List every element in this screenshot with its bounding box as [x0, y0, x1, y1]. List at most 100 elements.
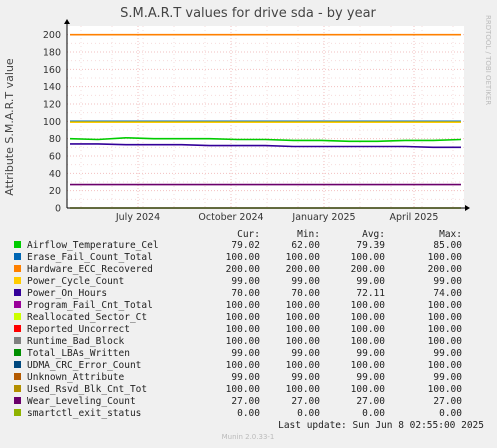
legend-value-max: 100.00 [428, 312, 463, 323]
y-tick-label: 100 [43, 117, 61, 128]
legend-value-cur: 100.00 [226, 336, 261, 347]
legend-series-name: Erase_Fail_Count_Total [27, 252, 153, 263]
legend-value-max: 99.00 [433, 372, 462, 383]
legend-series-name: Hardware_ECC_Recovered [27, 264, 153, 275]
legend-value-avg: 99.00 [356, 276, 385, 287]
legend-value-max: 100.00 [428, 384, 463, 395]
legend-swatch [14, 241, 21, 248]
legend-value-avg: 200.00 [351, 264, 386, 275]
legend-value-cur: 99.00 [231, 348, 260, 359]
legend-swatch [14, 361, 21, 368]
y-tick-label: 200 [43, 30, 61, 41]
legend-value-max: 27.00 [433, 396, 462, 407]
legend-value-max: 100.00 [428, 360, 463, 371]
legend-value-avg: 0.00 [362, 408, 385, 419]
series-lines [69, 33, 462, 209]
legend-series-name: smartctl_exit_status [27, 408, 141, 419]
legend-value-avg: 99.00 [356, 348, 385, 359]
legend-value-avg: 72.11 [356, 288, 385, 299]
legend-value-min: 27.00 [291, 396, 320, 407]
legend-swatch [14, 313, 21, 320]
series-line-airflow-temperature-cel [69, 136, 462, 143]
legend-swatch [14, 325, 21, 332]
legend-header-max: Max: [439, 229, 462, 240]
legend-value-cur: 0.00 [237, 408, 260, 419]
y-tick-label: 60 [49, 152, 61, 163]
legend-value-min: 100.00 [286, 252, 321, 263]
x-axis-ticks: July 2024 October 2024 January 2025 April 2… [115, 212, 439, 223]
legend-series-name: Used_Rsvd_Blk_Cnt_Tot [27, 384, 147, 395]
legend-value-cur: 99.00 [231, 372, 260, 383]
legend-value-max: 85.00 [433, 240, 462, 251]
legend-value-min: 62.00 [291, 240, 320, 251]
legend-value-max: 100.00 [428, 336, 463, 347]
y-tick-label: 160 [43, 65, 61, 76]
legend-series-name: Airflow_Temperature_Cel [27, 240, 159, 251]
legend-swatch [14, 289, 21, 296]
legend-value-min: 100.00 [286, 336, 321, 347]
legend-swatch [14, 265, 21, 272]
legend-value-avg: 100.00 [351, 324, 386, 335]
legend-value-avg: 100.00 [351, 336, 386, 347]
legend-value-cur: 100.00 [226, 300, 261, 311]
legend-value-cur: 79.02 [231, 240, 260, 251]
x-tick-label: January 2025 [291, 212, 355, 223]
munin-version: Munin 2.0.33-1 [222, 433, 275, 441]
legend-series-name: Wear_Leveling_Count [27, 396, 136, 407]
legend-swatch [14, 337, 21, 344]
legend-value-avg: 100.00 [351, 360, 386, 371]
legend-value-avg: 99.00 [356, 372, 385, 383]
legend-swatch [14, 373, 21, 380]
legend-header-min: Min: [297, 229, 320, 240]
legend-value-max: 74.00 [433, 288, 462, 299]
legend-swatch [14, 301, 21, 308]
y-tick-label: 20 [49, 186, 61, 197]
legend-value-cur: 100.00 [226, 324, 261, 335]
legend-value-max: 100.00 [428, 300, 463, 311]
rrdtool-credit: RRDTOOL / TOBI OETIKER [484, 15, 492, 105]
legend-value-min: 99.00 [291, 276, 320, 287]
legend-value-max: 0.00 [439, 408, 462, 419]
legend-series-name: Runtime_Bad_Block [27, 336, 125, 347]
legend-value-min: 70.00 [291, 288, 320, 299]
legend-value-cur: 100.00 [226, 252, 261, 263]
last-update: Last update: Sun Jun 8 02:55:00 2025 [278, 420, 484, 431]
chart-title: S.M.A.R.T values for drive sda - by year [120, 6, 376, 21]
legend-value-min: 100.00 [286, 324, 321, 335]
y-axis-arrow [64, 19, 70, 24]
x-tick-label: October 2024 [198, 212, 263, 223]
legend: Airflow_Temperature_Cel 79.02 62.00 79.39 85… [14, 240, 462, 419]
y-axis-label: Attribute S.M.A.R.T value [3, 58, 16, 196]
legend-header-cur: Cur: [237, 229, 260, 240]
legend-value-cur: 200.00 [226, 264, 261, 275]
y-tick-label: 120 [43, 100, 61, 111]
legend-value-cur: 27.00 [231, 396, 260, 407]
y-axis-ticks: 0 20 40 60 80 100 120 140 160 180 200 [43, 30, 61, 214]
legend-swatch [14, 253, 21, 260]
x-tick-label: July 2024 [115, 212, 160, 223]
legend-header-avg: Avg: [362, 229, 385, 240]
legend-value-avg: 100.00 [351, 384, 386, 395]
legend-value-min: 200.00 [286, 264, 321, 275]
y-tick-label: 0 [55, 204, 61, 215]
legend-value-max: 100.00 [428, 324, 463, 335]
legend-value-min: 99.00 [291, 372, 320, 383]
legend-value-max: 200.00 [428, 264, 463, 275]
legend-value-cur: 100.00 [226, 384, 261, 395]
legend-series-name: Total_LBAs_Written [27, 348, 130, 359]
legend-value-cur: 100.00 [226, 312, 261, 323]
y-tick-label: 180 [43, 48, 61, 59]
legend-value-cur: 99.00 [231, 276, 260, 287]
legend-value-max: 100.00 [428, 252, 463, 263]
legend-series-name: Reallocated_Sector_Ct [27, 312, 147, 323]
x-tick-label: April 2025 [390, 212, 439, 223]
y-tick-label: 80 [49, 134, 61, 145]
legend-value-min: 0.00 [297, 408, 320, 419]
legend-value-max: 99.00 [433, 276, 462, 287]
series-line-power-on-hours [70, 143, 461, 149]
legend-header: Cur: Min: Avg: Max: [237, 229, 462, 240]
legend-series-name: Power_Cycle_Count [27, 276, 124, 287]
legend-series-name: UDMA_CRC_Error_Count [27, 360, 141, 371]
legend-swatch [14, 409, 21, 416]
